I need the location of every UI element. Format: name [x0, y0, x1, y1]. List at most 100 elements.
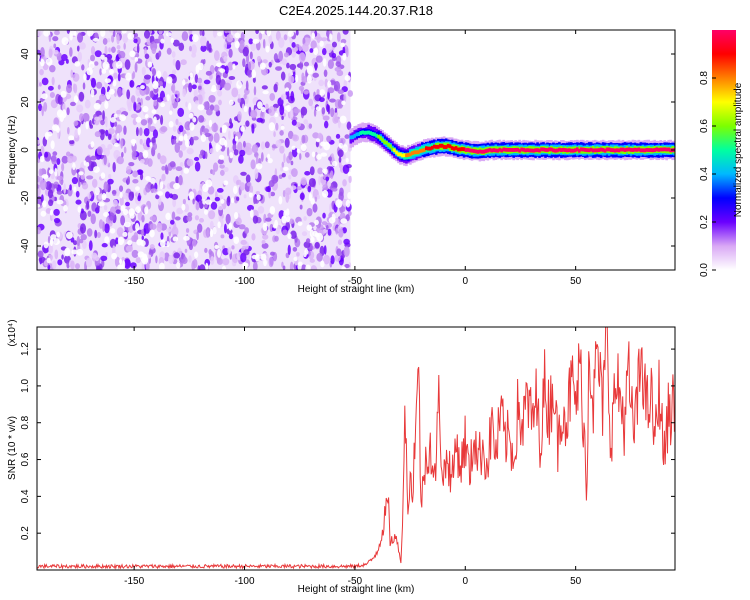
- noise-speckle: [185, 228, 190, 233]
- noise-gap: [218, 154, 225, 160]
- ridge-cell: [373, 132, 376, 137]
- noise-speckle: [242, 58, 246, 68]
- noise-gap: [228, 222, 233, 231]
- noise-speckle: [71, 155, 77, 162]
- noise-speckle: [69, 47, 73, 57]
- noise-gap: [60, 90, 67, 98]
- noise-gap: [92, 37, 99, 42]
- noise-speckle: [210, 255, 215, 265]
- noise-gap: [254, 253, 260, 262]
- noise-speckle: [232, 143, 237, 152]
- noise-speckle: [261, 85, 268, 90]
- noise-speckle: [75, 190, 80, 198]
- ridge-cell: [466, 147, 470, 152]
- noise-gap: [77, 126, 81, 136]
- noise-gap: [287, 30, 294, 37]
- noise-speckle: [172, 58, 176, 66]
- noise-speckle: [329, 98, 336, 103]
- noise-gap: [136, 238, 143, 246]
- noise-speckle: [338, 156, 342, 163]
- noise-speckle: [274, 235, 279, 242]
- noise-speckle: [182, 198, 186, 205]
- noise-speckle: [97, 193, 103, 200]
- noise-gap: [256, 194, 261, 201]
- noise-speckle: [347, 90, 354, 97]
- noise-speckle: [288, 151, 293, 161]
- noise-speckle: [303, 216, 307, 221]
- ridge-cell: [573, 148, 577, 153]
- noise-gap: [260, 106, 266, 113]
- noise-speckle: [244, 88, 250, 95]
- noise-gap: [212, 226, 217, 235]
- noise-gap: [135, 206, 141, 214]
- colorbar-ticks: 0.0 0.2 0.4 0.6 0.8: [699, 71, 716, 277]
- noise-speckle: [321, 47, 327, 56]
- noise-speckle: [342, 179, 347, 187]
- ridge-cell: [389, 144, 392, 149]
- noise-speckle: [309, 258, 315, 263]
- noise-speckle: [281, 261, 284, 268]
- noise-gap: [165, 212, 171, 221]
- noise-speckle: [102, 38, 108, 45]
- noise-speckle: [338, 160, 342, 169]
- ridge-cell: [504, 147, 508, 152]
- noise-speckle: [336, 70, 344, 77]
- ridge-cell: [397, 152, 400, 157]
- noise-speckle: [265, 103, 269, 110]
- ridge-cell: [365, 130, 368, 135]
- ridge-cell: [544, 147, 547, 152]
- x-tick-label: 0: [462, 276, 468, 287]
- ridge-cell: [540, 147, 543, 152]
- noise-speckle: [39, 68, 44, 76]
- noise-speckle: [269, 92, 276, 101]
- noise-gap: [205, 199, 213, 205]
- ridge-cell: [603, 148, 607, 153]
- noise-speckle: [49, 65, 56, 73]
- noise-speckle: [252, 215, 259, 224]
- noise-gap: [97, 202, 105, 207]
- noise-speckle: [37, 30, 42, 37]
- noise-gap: [260, 253, 267, 261]
- ridge-cell: [585, 148, 589, 153]
- noise-speckle: [195, 201, 200, 211]
- noise-speckle: [226, 33, 234, 43]
- noise-speckle: [270, 191, 276, 197]
- noise-speckle: [317, 167, 324, 175]
- ridge-cell: [645, 147, 649, 152]
- noise-speckle: [263, 213, 267, 224]
- noise-speckle: [323, 245, 327, 255]
- noise-gap: [37, 203, 41, 208]
- noise-speckle: [219, 169, 225, 176]
- ridge-cell: [613, 148, 617, 153]
- noise-speckle: [283, 52, 289, 58]
- noise-speckle: [170, 219, 175, 225]
- noise-speckle: [116, 227, 124, 237]
- noise-speckle: [288, 75, 295, 84]
- noise-gap: [159, 262, 165, 270]
- noise-speckle: [145, 183, 151, 193]
- noise-speckle: [194, 100, 200, 105]
- noise-gap: [315, 106, 322, 112]
- ridge-cell: [522, 147, 525, 152]
- noise-speckle: [283, 34, 288, 41]
- ridge-cell: [581, 147, 585, 152]
- noise-speckle: [100, 86, 106, 97]
- noise-speckle: [54, 249, 59, 260]
- ridge-cell: [526, 148, 529, 153]
- noise-speckle: [202, 128, 209, 134]
- ridge-cell: [502, 147, 506, 152]
- noise-speckle: [278, 174, 283, 179]
- ridge-cell: [524, 148, 527, 153]
- noise-speckle: [330, 107, 335, 118]
- noise-speckle: [51, 76, 55, 86]
- noise-speckle: [38, 168, 43, 177]
- noise-gap: [48, 169, 54, 175]
- noise-speckle: [90, 155, 97, 161]
- noise-speckle: [222, 258, 230, 266]
- noise-gap: [216, 62, 222, 68]
- noise-speckle: [139, 138, 143, 145]
- noise-speckle: [194, 215, 200, 221]
- ridge-cell: [548, 147, 551, 152]
- noise-gap: [193, 251, 199, 259]
- y-tick-label: 0.4: [20, 489, 31, 503]
